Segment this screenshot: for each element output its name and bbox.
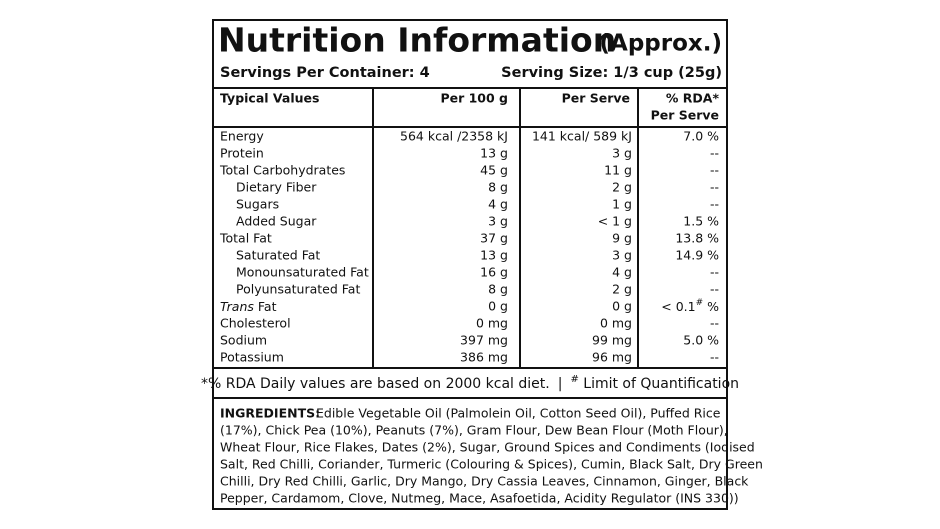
- per-serve-value: < 1 g: [598, 214, 632, 229]
- nutrient-name: Sugars: [236, 197, 279, 212]
- footnote-text: *% RDA Daily values are based on 2000 kc…: [201, 376, 550, 392]
- column-header: Per Serve: [562, 91, 630, 106]
- per-100g-value: 564 kcal /2358 kJ: [400, 129, 508, 144]
- rda-value: --: [710, 282, 719, 297]
- per-100g-value: 8 g: [488, 180, 508, 195]
- per-100g-value: 3 g: [488, 214, 508, 229]
- per-100g-value: 16 g: [480, 265, 508, 280]
- ingredients-line: Pepper, Cardamom, Clove, Nutmeg, Mace, A…: [220, 491, 739, 506]
- rda-value: --: [710, 197, 719, 212]
- column-header: Per 100 g: [440, 91, 508, 106]
- per-100g-value: 13 g: [480, 146, 508, 161]
- per-serve-value: 2 g: [612, 180, 632, 195]
- per-serve-value: 0 g: [612, 299, 632, 314]
- title: Nutrition Information: [218, 21, 616, 60]
- per-serve-value: 0 mg: [600, 316, 632, 331]
- text-part: < 0.1: [661, 299, 695, 314]
- nutrient-name: Potassium: [220, 350, 284, 365]
- rda-value: 5.0 %: [683, 333, 719, 348]
- nutrient-name: Total Fat: [219, 231, 272, 246]
- nutrient-name: Added Sugar: [236, 214, 317, 229]
- per-serve-value: 141 kcal/ 589 kJ: [532, 129, 632, 144]
- per-100g-value: 397 mg: [460, 333, 508, 348]
- nutrient-name: Monounsaturated Fat: [236, 265, 369, 280]
- rda-value: 13.8 %: [675, 231, 719, 246]
- text-part: Trans: [220, 299, 254, 314]
- subtitle: (Approx.): [600, 31, 722, 57]
- text-part: #: [696, 298, 704, 308]
- per-100g-value: 386 mg: [460, 350, 508, 365]
- footnote-note: Limit of Quantification: [579, 376, 739, 392]
- per-serve-value: 3 g: [612, 248, 632, 263]
- column-header: Typical Values: [220, 91, 319, 106]
- nutrient-name: Cholesterol: [220, 316, 291, 331]
- per-100g-value: 13 g: [480, 248, 508, 263]
- rda-value: 14.9 %: [675, 248, 719, 263]
- footnote-separator: |: [558, 376, 563, 392]
- servings: Servings Per Container: 4: [220, 65, 430, 81]
- nutrient-name: Sodium: [220, 333, 267, 348]
- rda-value: 7.0 %: [683, 129, 719, 144]
- nutrient-name: Saturated Fat: [236, 248, 320, 263]
- ingredients-line: (17%), Chick Pea (10%), Peanuts (7%), Gr…: [220, 423, 728, 438]
- per-100g-value: 45 g: [480, 163, 508, 178]
- text-part: Fat: [254, 299, 277, 314]
- per-serve-value: 96 mg: [592, 350, 632, 365]
- rda-value: --: [710, 265, 719, 280]
- nutrient-name: Energy: [220, 129, 264, 144]
- nutrient-name: Dietary Fiber: [236, 180, 317, 195]
- rda-value: 1.5 %: [683, 214, 719, 229]
- rda-value: --: [710, 350, 719, 365]
- footnote: *% RDA Daily values are based on 2000 kc…: [201, 374, 739, 393]
- column-subheader: Per Serve: [651, 108, 719, 123]
- per-100g-value: 0 mg: [476, 316, 508, 331]
- column-header: % RDA*: [666, 91, 720, 106]
- per-serve-value: 2 g: [612, 282, 632, 297]
- rda-value: --: [710, 163, 719, 178]
- per-serve-value: 3 g: [612, 146, 632, 161]
- rda-value: < 0.1# %: [661, 298, 719, 314]
- per-100g-value: 37 g: [480, 231, 508, 246]
- nutrient-name: Trans Fat: [220, 299, 277, 314]
- rda-value: --: [710, 316, 719, 331]
- per-serve-value: 11 g: [604, 163, 632, 178]
- per-100g-value: 0 g: [488, 299, 508, 314]
- rda-value: --: [710, 146, 719, 161]
- ingredients-line: Edible Vegetable Oil (Palmolein Oil, Cot…: [316, 406, 721, 421]
- ingredients-line: Wheat Flour, Rice Flakes, Dates (2%), Su…: [220, 440, 755, 455]
- label-border: [212, 19, 728, 510]
- rda-value: --: [710, 180, 719, 195]
- per-serve-value: 9 g: [612, 231, 632, 246]
- per-serve-value: 99 mg: [592, 333, 632, 348]
- ingredients-label: INGREDIENTS:: [220, 406, 320, 421]
- ingredients-line: Chilli, Dry Red Chilli, Garlic, Dry Mang…: [220, 474, 749, 489]
- ingredients-line: Salt, Red Chilli, Coriander, Turmeric (C…: [220, 457, 763, 472]
- text-part: %: [703, 299, 719, 314]
- nutrient-name: Polyunsaturated Fat: [236, 282, 360, 297]
- nutrient-name: Protein: [220, 146, 264, 161]
- nutrient-name: Total Carbohydrates: [219, 163, 345, 178]
- per-100g-value: 4 g: [488, 197, 508, 212]
- serving-size: Serving Size: 1/3 cup (25g): [501, 65, 722, 81]
- footnote-symbol: #: [570, 374, 578, 385]
- per-serve-value: 1 g: [612, 197, 632, 212]
- per-serve-value: 4 g: [612, 265, 632, 280]
- per-100g-value: 8 g: [488, 282, 508, 297]
